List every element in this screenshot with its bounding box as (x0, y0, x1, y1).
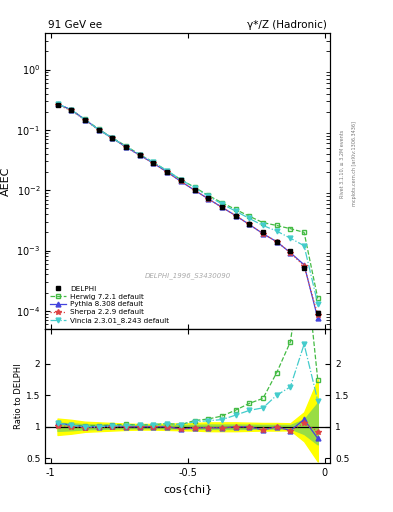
Legend: DELPHI, Herwig 7.2.1 default, Pythia 8.308 default, Sherpa 2.2.9 default, Vincia: DELPHI, Herwig 7.2.1 default, Pythia 8.3… (49, 284, 170, 325)
Text: mcplots.cern.ch [arXiv:1306.3436]: mcplots.cern.ch [arXiv:1306.3436] (352, 121, 357, 206)
Text: Rivet 3.1.10, ≥ 3.2M events: Rivet 3.1.10, ≥ 3.2M events (340, 130, 345, 198)
Text: 91 GeV ee: 91 GeV ee (48, 20, 102, 30)
Y-axis label: AEEC: AEEC (0, 166, 11, 196)
Y-axis label: Ratio to DELPHI: Ratio to DELPHI (14, 364, 23, 429)
Text: DELPHI_1996_S3430090: DELPHI_1996_S3430090 (145, 272, 231, 279)
X-axis label: cos{chi}: cos{chi} (163, 484, 212, 494)
Text: γ*/Z (Hadronic): γ*/Z (Hadronic) (248, 20, 327, 30)
